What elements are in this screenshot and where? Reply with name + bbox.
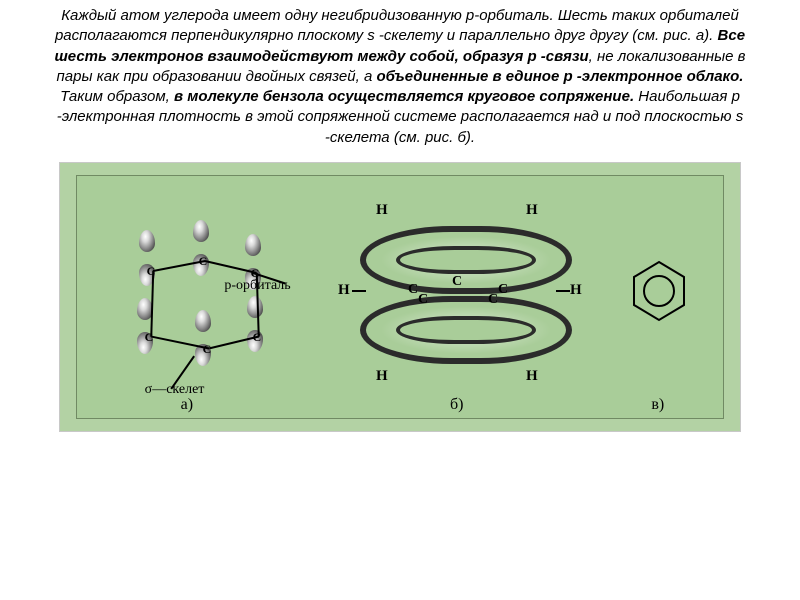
panel-a: СССССС σ—скелет р-орбиталь а)	[95, 182, 295, 412]
panel-b: б) HHHHHHCCCCC	[330, 182, 590, 412]
hydrogen-label: H	[376, 368, 388, 385]
carbon-label: C	[452, 274, 462, 290]
description-paragraph: Каждый атом углерода имеет одну негибрид…	[50, 6, 750, 148]
panel-a-label: а)	[181, 396, 193, 414]
text-run: (см. рис. б).	[394, 129, 475, 146]
text-bold: объединенные в единое р -электронное обл…	[376, 68, 743, 85]
hydrogen-label: H	[376, 202, 388, 219]
carbon-label: C	[488, 292, 498, 308]
carbon-label: C	[498, 282, 508, 298]
electron-cloud-upper	[360, 226, 572, 294]
p-orbital-label: р-орбиталь	[224, 278, 290, 294]
slide: Каждый атом углерода имеет одну негибрид…	[0, 0, 800, 600]
sigma-skeleton-label: σ—скелет	[145, 382, 205, 398]
electron-cloud-lower	[360, 296, 572, 364]
benzene-symbol	[631, 260, 687, 322]
panel-c: в)	[625, 182, 705, 412]
figure-box: СССССС σ—скелет р-орбиталь а) б) H H H H H H C…	[59, 162, 741, 432]
text-run: Каждый атом углерода имеет одну негибрид…	[55, 7, 739, 44]
text-run: Таким образом,	[60, 88, 174, 105]
hydrogen-label: H	[526, 368, 538, 385]
ch-bond	[352, 290, 366, 292]
carbon-label: C	[418, 292, 428, 308]
hydrogen-label: H	[570, 282, 582, 299]
ch-bond	[556, 290, 570, 292]
panel-c-label: в)	[651, 396, 664, 414]
carbon-label: C	[408, 282, 418, 298]
panel-b-label: б)	[450, 396, 463, 414]
p-orbital-lobe	[195, 310, 211, 366]
hydrogen-label: H	[526, 202, 538, 219]
hydrogen-label: H	[338, 282, 350, 299]
figure-inner: СССССС σ—скелет р-орбиталь а) б) H H H H H H C…	[76, 175, 724, 419]
text-bold: в молекуле бензола осуществляется кругов…	[174, 88, 634, 105]
